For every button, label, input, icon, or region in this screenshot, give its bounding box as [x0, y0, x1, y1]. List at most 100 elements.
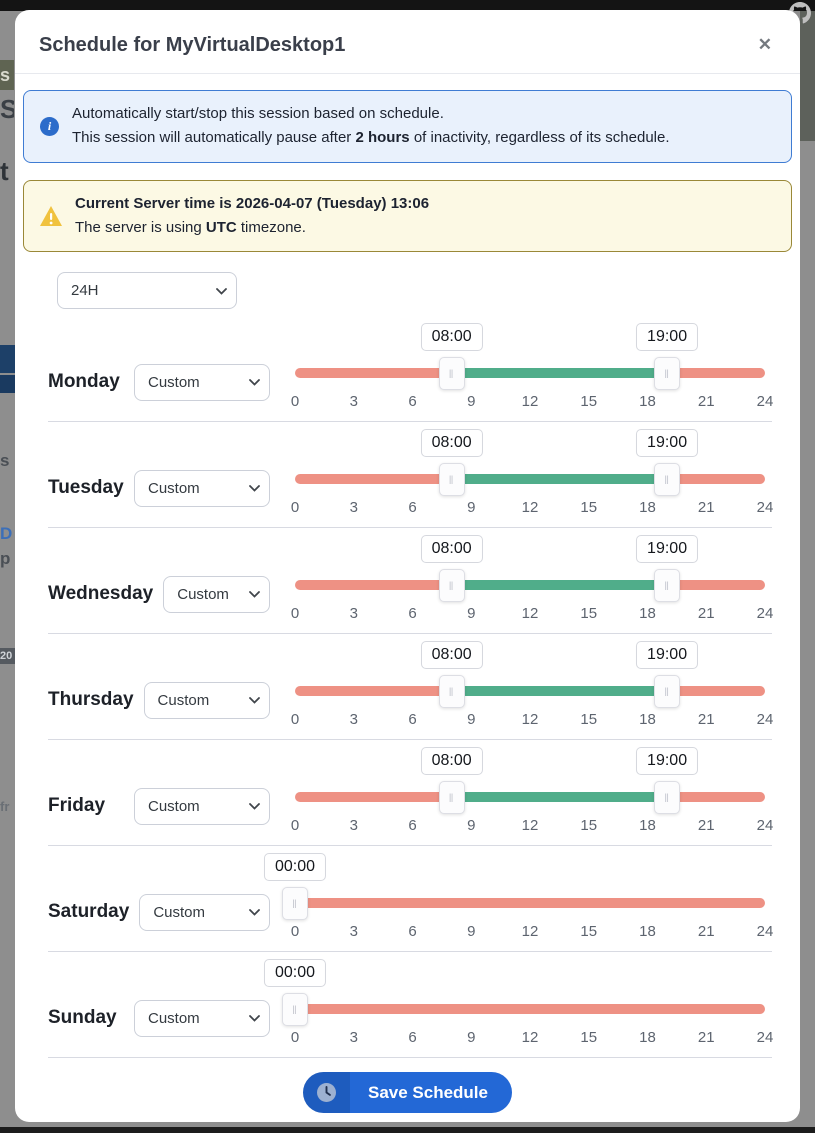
- axis-tick: 24: [756, 711, 774, 729]
- time-value-end: 19:00: [636, 429, 699, 458]
- axis-tick: 15: [580, 1029, 598, 1047]
- slider-axis: 0 3 6 9 12 15 18 21 24: [291, 603, 774, 625]
- day-row-left: Wednesday Custom: [48, 575, 270, 613]
- axis-tick: 24: [756, 817, 774, 835]
- axis-tick: 6: [408, 605, 417, 623]
- slider-handle-end[interactable]: ‖: [654, 781, 681, 815]
- slider-active-range: [451, 686, 668, 697]
- axis-tick: 21: [697, 711, 715, 729]
- schedule-modal: Schedule for MyVirtualDesktop1 ✕ i Autom…: [15, 10, 800, 1122]
- axis-tick: 0: [290, 817, 300, 835]
- slider-handle-start[interactable]: ‖: [438, 463, 465, 497]
- slider-track[interactable]: [295, 1004, 765, 1015]
- axis-tick: 6: [408, 393, 417, 411]
- backdrop-fragment: D: [0, 524, 13, 543]
- day-row-friday: Friday Custom 08:00 ‖ 19:00 ‖ 0 3 6 9 12 15 18 21 24: [48, 747, 774, 847]
- axis-tick: 12: [521, 393, 539, 411]
- axis-tick: 12: [521, 711, 539, 729]
- axis-tick: 9: [467, 499, 476, 517]
- day-label: Friday: [48, 795, 106, 817]
- close-button[interactable]: ✕: [754, 34, 776, 55]
- slider-handle-end[interactable]: ‖: [654, 463, 681, 497]
- axis-tick: 18: [639, 499, 656, 517]
- slider-handle-start[interactable]: ‖: [282, 887, 308, 921]
- server-time-line-1: Current Server time is 2026-04-07 (Tuesd…: [75, 194, 430, 212]
- day-mode-select-sunday[interactable]: Custom: [134, 999, 270, 1037]
- time-range-slider: 00:00 ‖ 0 3 6 9 12 15 18 21 24: [263, 959, 773, 1051]
- day-row-left: Saturday Custom: [48, 893, 270, 931]
- time-range-slider: 08:00 ‖ 19:00 ‖ 0 3 6 9 12 15 18 21 24: [291, 535, 774, 627]
- server-time-alert: Current Server time is 2026-04-07 (Tuesd…: [23, 179, 792, 253]
- axis-tick: 3: [349, 605, 358, 623]
- modal-body: i Automatically start/stop this session …: [15, 74, 800, 1122]
- axis-tick: 12: [521, 605, 539, 623]
- time-range-slider: 08:00 ‖ 19:00 ‖ 0 3 6 9 12 15 18 21 24: [291, 747, 774, 839]
- axis-tick: 12: [521, 923, 539, 941]
- slider-track[interactable]: [295, 898, 765, 909]
- axis-tick: 9: [467, 605, 476, 623]
- day-mode-select-tuesday[interactable]: Custom: [134, 469, 270, 507]
- axis-tick: 18: [639, 923, 656, 941]
- day-mode-select-friday[interactable]: Custom: [134, 787, 270, 825]
- time-range-slider: 08:00 ‖ 19:00 ‖ 0 3 6 9 12 15 18 21 24: [291, 429, 773, 521]
- time-format-row: 24H: [57, 272, 792, 310]
- slider-handle-start[interactable]: ‖: [438, 357, 465, 391]
- day-row-tuesday: Tuesday Custom 08:00 ‖ 19:00 ‖ 0 3 6 9 12 15 18 21 24: [48, 429, 773, 529]
- axis-tick: 15: [580, 605, 598, 623]
- time-value-start: 08:00: [420, 747, 483, 776]
- axis-tick: 6: [408, 817, 417, 835]
- axis-tick: 18: [639, 711, 656, 729]
- axis-tick: 3: [349, 923, 358, 941]
- axis-tick: 9: [467, 1029, 476, 1047]
- backdrop-fragment: [0, 345, 15, 373]
- day-row-saturday: Saturday Custom 00:00 ‖ 0 3 6 9 12 15 18 21 24: [48, 853, 773, 953]
- time-value-start: 00:00: [263, 959, 327, 988]
- axis-tick: 24: [756, 1029, 774, 1047]
- info-alert: i Automatically start/stop this session …: [23, 90, 792, 163]
- axis-tick: 6: [408, 499, 417, 517]
- backdrop-fragment: s: [0, 451, 10, 470]
- slider-handle-start[interactable]: ‖: [438, 569, 465, 603]
- axis-tick: 0: [290, 393, 300, 411]
- day-mode-select-thursday[interactable]: Custom: [143, 681, 270, 719]
- info-line-1: Automatically start/stop this session ba…: [72, 105, 444, 122]
- axis-tick: 0: [290, 923, 300, 941]
- time-value-start: 08:00: [420, 323, 483, 352]
- axis-tick: 24: [756, 499, 774, 517]
- axis-tick: 9: [467, 711, 476, 729]
- info-icon: i: [40, 116, 59, 136]
- day-row-thursday: Thursday Custom 08:00 ‖ 19:00 ‖ 0 3 6 9 12 15 18 21 24: [48, 641, 774, 741]
- axis-tick: 21: [697, 923, 715, 941]
- axis-tick: 21: [697, 393, 715, 411]
- slider-handle-start[interactable]: ‖: [282, 993, 308, 1027]
- day-row-left: Thursday Custom: [48, 681, 270, 719]
- slider-handle-start[interactable]: ‖: [438, 781, 465, 815]
- axis-tick: 0: [290, 1029, 300, 1047]
- axis-tick: 24: [756, 393, 774, 411]
- time-format-select[interactable]: 24H: [57, 272, 237, 310]
- day-mode-select-wednesday[interactable]: Custom: [163, 575, 270, 613]
- save-button-label: Save Schedule: [349, 1072, 512, 1114]
- day-mode-select-saturday[interactable]: Custom: [139, 893, 270, 931]
- axis-tick: 0: [290, 499, 300, 517]
- slider-handle-start[interactable]: ‖: [438, 675, 465, 709]
- slider-handle-end[interactable]: ‖: [654, 569, 681, 603]
- axis-tick: 3: [349, 711, 358, 729]
- clock-icon: [302, 1072, 350, 1114]
- axis-tick: 15: [580, 393, 598, 411]
- slider-handle-end[interactable]: ‖: [654, 357, 681, 391]
- axis-tick: 15: [580, 923, 598, 941]
- time-value-start: 00:00: [263, 853, 327, 882]
- time-value-end: 19:00: [636, 535, 699, 564]
- time-value-end: 19:00: [636, 641, 699, 670]
- time-range-slider: 00:00 ‖ 0 3 6 9 12 15 18 21 24: [263, 853, 773, 945]
- save-schedule-button[interactable]: Save Schedule: [302, 1072, 512, 1114]
- server-time-line-2: The server is using UTC timezone.: [75, 218, 306, 236]
- slider-axis: 0 3 6 9 12 15 18 21 24: [291, 815, 774, 837]
- axis-tick: 0: [290, 711, 300, 729]
- day-mode-select-monday[interactable]: Custom: [134, 363, 270, 401]
- day-label: Saturday: [48, 901, 130, 923]
- server-time-text: Current Server time is 2026-04-07 (Tuesd…: [75, 192, 429, 241]
- axis-tick: 21: [697, 817, 715, 835]
- slider-handle-end[interactable]: ‖: [654, 675, 681, 709]
